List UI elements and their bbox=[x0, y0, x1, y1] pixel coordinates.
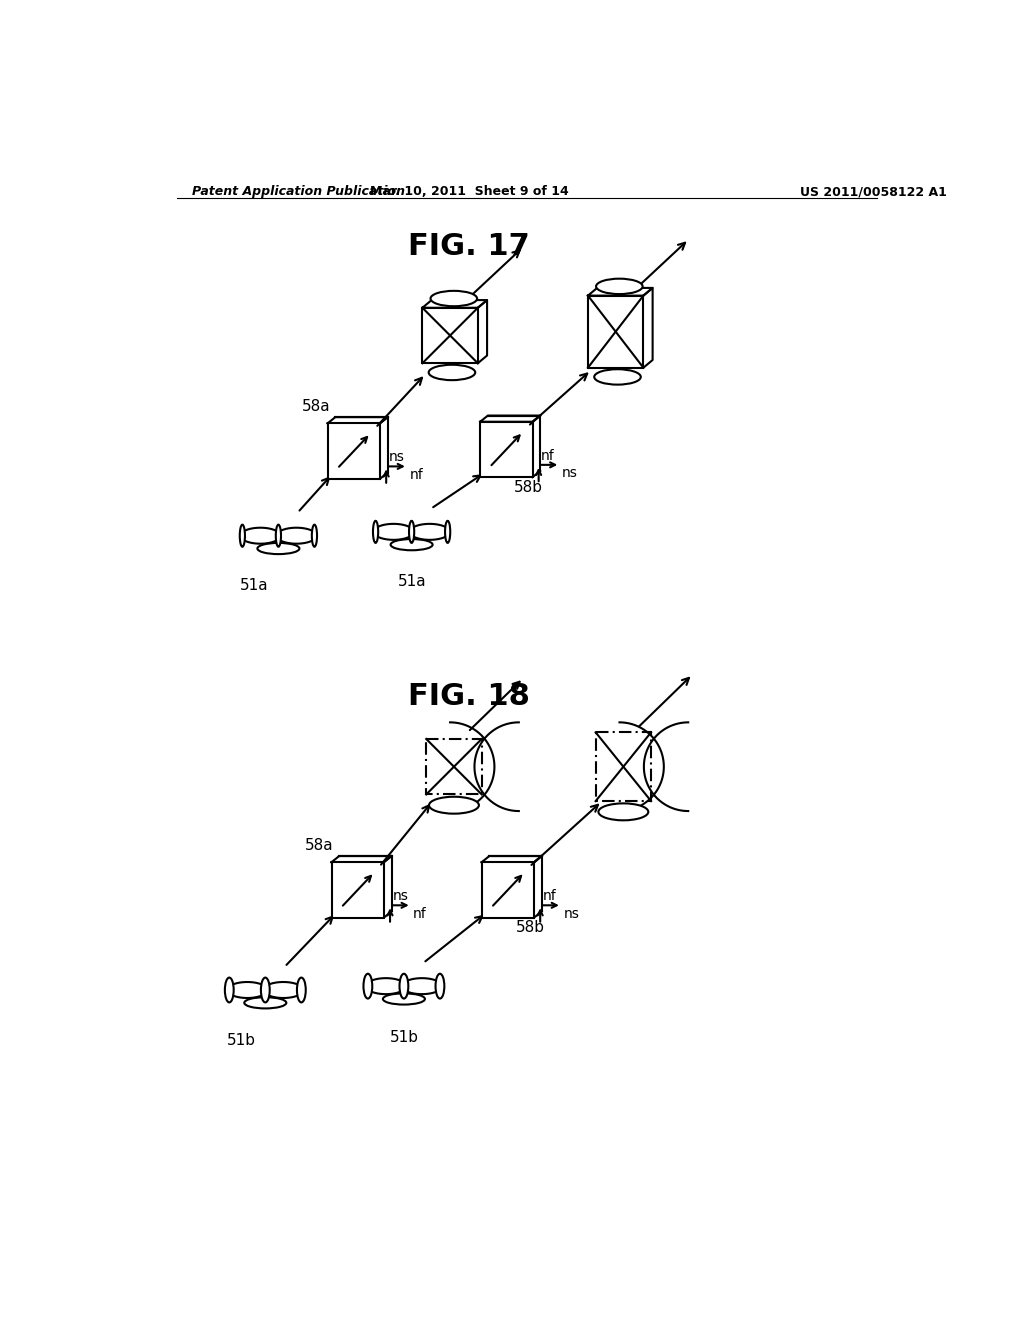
Text: nf: nf bbox=[541, 449, 555, 462]
Ellipse shape bbox=[364, 974, 373, 998]
Text: 58b: 58b bbox=[515, 920, 545, 936]
Text: Patent Application Publication: Patent Application Publication bbox=[193, 185, 406, 198]
Bar bbox=[328, 424, 380, 479]
Text: 51a: 51a bbox=[397, 574, 426, 589]
Text: ns: ns bbox=[392, 888, 409, 903]
Ellipse shape bbox=[596, 279, 643, 294]
Ellipse shape bbox=[429, 364, 475, 380]
Bar bbox=[596, 733, 651, 801]
Ellipse shape bbox=[240, 524, 245, 546]
Bar bbox=[332, 862, 384, 917]
Text: 58b: 58b bbox=[514, 479, 543, 495]
Ellipse shape bbox=[312, 524, 317, 546]
Text: ns: ns bbox=[388, 450, 404, 465]
Text: 58a: 58a bbox=[301, 399, 330, 414]
Ellipse shape bbox=[445, 521, 451, 543]
Text: 51a: 51a bbox=[240, 578, 268, 593]
Ellipse shape bbox=[399, 974, 409, 998]
Text: nf: nf bbox=[413, 907, 427, 921]
Ellipse shape bbox=[429, 797, 479, 813]
Ellipse shape bbox=[594, 370, 641, 384]
Ellipse shape bbox=[225, 978, 233, 1002]
Text: FIG. 17: FIG. 17 bbox=[409, 231, 530, 260]
Text: ns: ns bbox=[563, 907, 580, 921]
Ellipse shape bbox=[430, 290, 477, 306]
Text: nf: nf bbox=[410, 469, 423, 482]
Ellipse shape bbox=[409, 521, 415, 543]
Bar bbox=[426, 739, 481, 795]
Text: ns: ns bbox=[562, 466, 578, 480]
Text: US 2011/0058122 A1: US 2011/0058122 A1 bbox=[801, 185, 947, 198]
Bar bbox=[588, 296, 643, 368]
Ellipse shape bbox=[373, 521, 378, 543]
Text: nf: nf bbox=[543, 888, 556, 903]
Text: 58a: 58a bbox=[305, 838, 334, 853]
Ellipse shape bbox=[261, 978, 269, 1002]
Text: FIG. 18: FIG. 18 bbox=[409, 682, 530, 711]
Bar bbox=[422, 308, 478, 363]
Ellipse shape bbox=[598, 804, 648, 820]
Text: 51b: 51b bbox=[390, 1030, 419, 1044]
Ellipse shape bbox=[275, 524, 281, 546]
Text: 51b: 51b bbox=[226, 1034, 256, 1048]
Text: Mar. 10, 2011  Sheet 9 of 14: Mar. 10, 2011 Sheet 9 of 14 bbox=[370, 185, 568, 198]
Bar bbox=[480, 422, 532, 477]
Ellipse shape bbox=[297, 978, 306, 1002]
Ellipse shape bbox=[435, 974, 444, 998]
Bar bbox=[481, 862, 535, 917]
